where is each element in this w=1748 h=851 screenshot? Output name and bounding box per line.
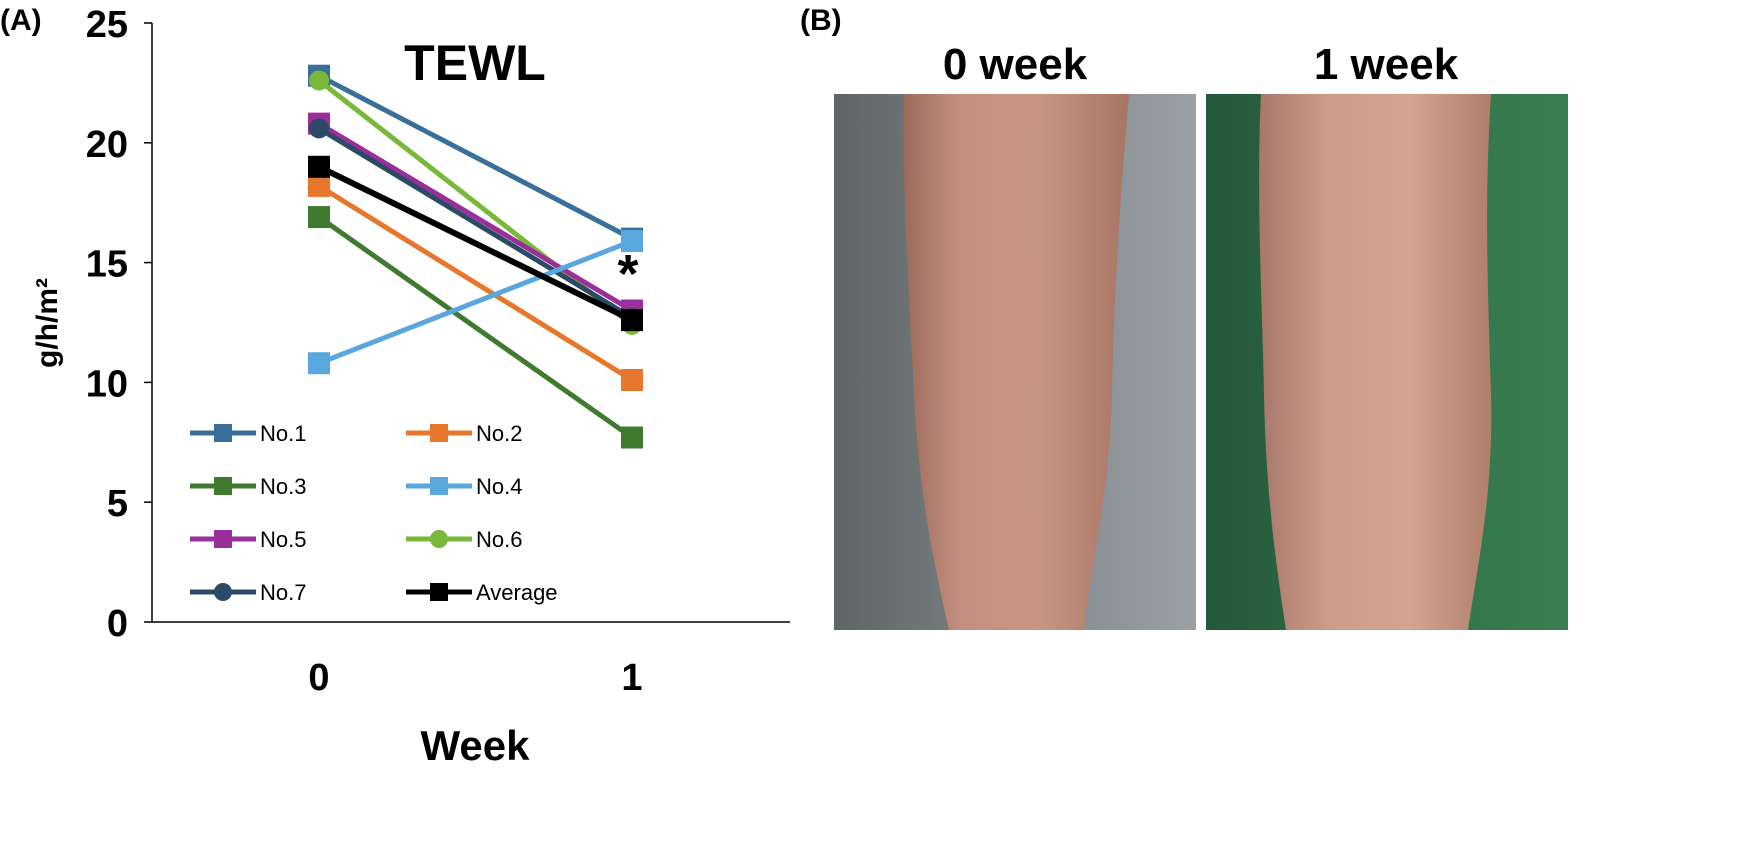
series-line-no4 — [318, 238, 633, 366]
data-point — [621, 369, 643, 392]
legend-label: No.6 — [476, 527, 522, 552]
forearm-photo-week-1 — [1206, 94, 1568, 630]
data-point — [621, 230, 643, 253]
legend-marker — [430, 477, 448, 495]
y-tick-label: 10 — [86, 363, 128, 405]
series-line-average — [317, 164, 634, 323]
y-tick-label: 20 — [86, 124, 128, 166]
panel-b-label: (B) — [800, 4, 842, 37]
y-tick-label: 5 — [107, 483, 128, 525]
legend-marker — [430, 530, 448, 548]
data-point — [309, 70, 329, 91]
y-tick-label: 0 — [107, 603, 128, 645]
x-tick-label: 0 — [308, 657, 329, 699]
legend-marker — [214, 530, 232, 548]
data-point — [308, 206, 330, 229]
data-point — [621, 426, 643, 449]
panel-a-label: (A) — [0, 4, 42, 37]
series-line-no2 — [317, 183, 634, 383]
data-point — [308, 155, 330, 178]
series-line-no7 — [317, 126, 634, 320]
forearm-photo-week-0 — [834, 94, 1196, 630]
legend-marker — [430, 424, 448, 442]
legend-label: No.5 — [260, 527, 306, 552]
photo-title-week-0: 0 week — [942, 40, 1088, 89]
data-point — [621, 309, 643, 332]
legend-label: No.7 — [260, 580, 306, 605]
y-tick-label: 15 — [86, 244, 128, 286]
legend-marker — [430, 583, 448, 601]
y-axis-label: g/h/m² — [31, 278, 64, 368]
significance-asterisk: * — [617, 244, 638, 304]
data-point — [308, 352, 330, 375]
legend-label: No.3 — [260, 474, 306, 499]
legend-marker — [214, 477, 232, 495]
legend-marker — [214, 424, 232, 442]
series-line-no1 — [317, 73, 634, 241]
chart-title: TEWL — [404, 35, 546, 91]
photo-title-week-1: 1 week — [1313, 40, 1459, 89]
legend-label: Average — [476, 580, 558, 605]
data-point — [308, 174, 330, 197]
series-line-no5 — [317, 121, 634, 313]
data-point — [309, 118, 329, 139]
tewl-chart: 0 5 10 15 20 25 0 1 Week g/h/m² TEWL * No.1 No.2 No.3 N… — [31, 4, 790, 769]
legend-label: No.2 — [476, 421, 522, 446]
y-tick-label: 25 — [86, 4, 128, 46]
legend-label: No.4 — [476, 474, 522, 499]
x-axis-label: Week — [421, 722, 531, 769]
legend-marker — [214, 583, 232, 601]
series-line-no3 — [317, 215, 634, 440]
legend-label: No.1 — [260, 421, 306, 446]
x-tick-label: 1 — [621, 657, 642, 699]
